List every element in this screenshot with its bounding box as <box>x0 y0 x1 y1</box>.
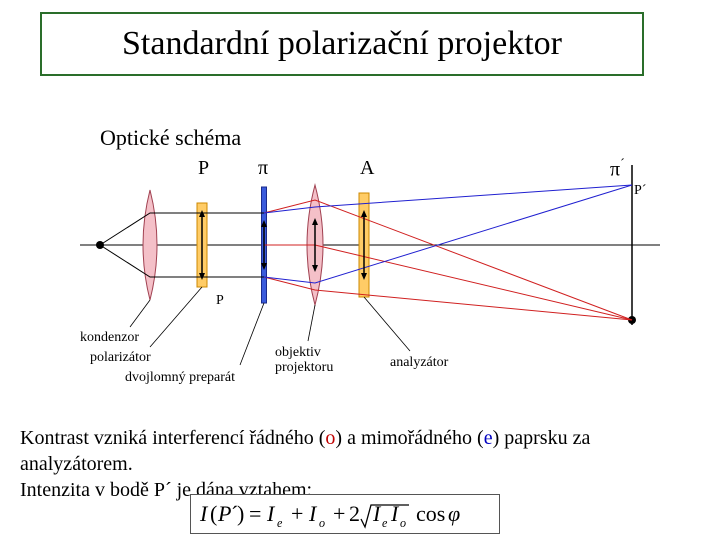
annot-kondenzor: kondenzor <box>80 330 139 346</box>
svg-text:=: = <box>249 501 261 526</box>
subtitle: Optické schéma <box>100 125 241 151</box>
label-pi: π <box>258 157 268 180</box>
annot-preparat: dvojlomný preparát <box>125 370 235 386</box>
svg-text:): ) <box>237 501 244 526</box>
annot-polarizator: polarizátor <box>90 350 151 366</box>
svg-text:φ: φ <box>448 501 460 526</box>
svg-text:e: e <box>382 516 388 530</box>
svg-text:(: ( <box>210 501 217 526</box>
svg-text:2: 2 <box>349 501 360 526</box>
svg-text:o: o <box>319 516 325 530</box>
title-box: Standardní polarizační projektor <box>40 12 644 76</box>
txt-1b: ) a mimořádného ( <box>335 427 483 449</box>
svg-text:P: P <box>217 501 231 526</box>
svg-text:o: o <box>400 516 406 530</box>
explanation-text: Kontrast vzniká interferencí řádného (o)… <box>20 425 700 503</box>
txt-e: e <box>484 427 493 449</box>
label-A: A <box>360 157 374 180</box>
annot-objektiv: objektiv <box>275 345 321 361</box>
svg-text:+: + <box>291 501 303 526</box>
label-P: P <box>198 157 209 180</box>
svg-text:+: + <box>333 501 345 526</box>
annot-projektoru: projektoru <box>275 360 333 376</box>
annot-analyzator: analyzátor <box>390 355 448 371</box>
svg-text:e: e <box>277 516 283 530</box>
txt-o: o <box>325 427 335 449</box>
txt-1a: Kontrast vzniká interferencí řádného ( <box>20 427 325 449</box>
label-P-bottom: P <box>216 293 224 309</box>
intensity-formula: I(P´)=Ie+Io+2IeIocosφ <box>190 494 500 539</box>
svg-text:cos: cos <box>416 501 445 526</box>
diagram-svg <box>80 155 660 375</box>
optical-diagram <box>80 155 660 365</box>
label-pi-prime: π´ <box>610 157 625 182</box>
page-title: Standardní polarizační projektor <box>122 25 562 63</box>
label-P-prime-right: P´ <box>634 183 646 199</box>
